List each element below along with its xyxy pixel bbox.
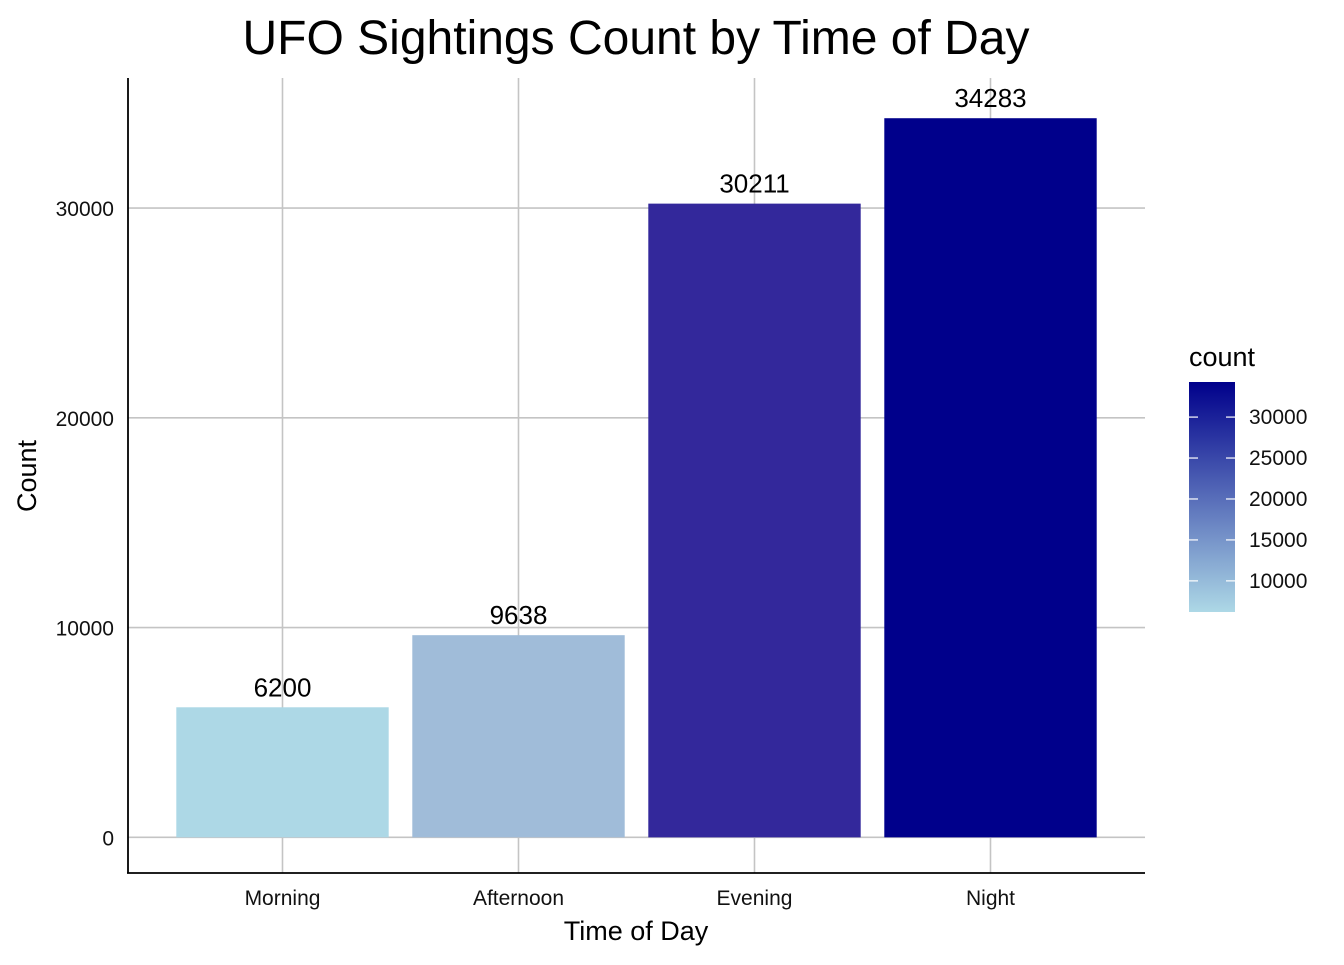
legend-tick-label: 25000 bbox=[1249, 447, 1307, 470]
x-axis-ticks: Morning Afternoon Evening Night bbox=[245, 887, 1016, 910]
legend-tick-label: 15000 bbox=[1249, 529, 1307, 552]
x-axis-title: Time of Day bbox=[564, 916, 709, 946]
data-label: 34283 bbox=[954, 83, 1026, 113]
data-label: 9638 bbox=[490, 600, 548, 630]
bar-morning bbox=[176, 707, 389, 838]
legend-tick-label: 30000 bbox=[1249, 406, 1307, 429]
y-axis-ticks: 0 10000 20000 30000 bbox=[56, 198, 114, 850]
legend-tick-label: 10000 bbox=[1249, 570, 1307, 593]
legend-title: count bbox=[1189, 342, 1256, 372]
bars bbox=[176, 118, 1097, 838]
data-label: 30211 bbox=[719, 169, 789, 199]
legend-ticks: 10000 15000 20000 25000 30000 bbox=[1189, 406, 1307, 593]
x-tick-label: Morning bbox=[245, 887, 321, 910]
legend-tick-label: 20000 bbox=[1249, 488, 1307, 511]
bar-night bbox=[884, 118, 1097, 838]
x-tick-label: Afternoon bbox=[473, 887, 564, 910]
y-tick-label: 0 bbox=[102, 827, 114, 850]
legend-colorbar bbox=[1189, 382, 1235, 612]
y-axis-title: Count bbox=[12, 439, 42, 512]
y-tick-label: 20000 bbox=[56, 408, 114, 431]
chart-title: UFO Sightings Count by Time of Day bbox=[243, 12, 1030, 65]
x-tick-label: Evening bbox=[717, 887, 793, 910]
y-tick-label: 30000 bbox=[56, 198, 114, 221]
data-labels: 6200 9638 30211 34283 bbox=[254, 83, 1027, 702]
bar-afternoon bbox=[412, 635, 625, 838]
x-tick-label: Night bbox=[966, 887, 1015, 910]
data-label: 6200 bbox=[254, 672, 312, 702]
y-tick-label: 10000 bbox=[56, 618, 114, 641]
bar-evening bbox=[648, 203, 861, 838]
color-legend: count 10000 15000 20000 25000 30000 bbox=[1189, 342, 1307, 612]
